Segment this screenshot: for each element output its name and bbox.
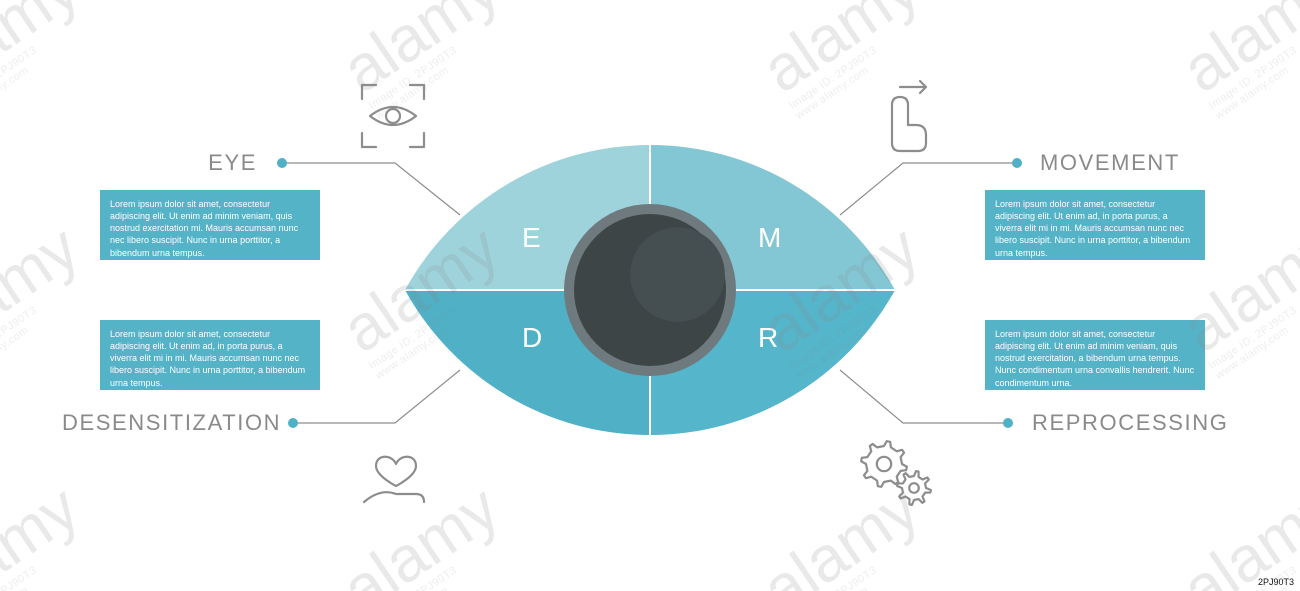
- watermark-layer: alamyImage ID: 2PJ90T3www.alamy.comalamy…: [0, 0, 1300, 591]
- corner-image-id: 2PJ90T3: [1258, 577, 1294, 587]
